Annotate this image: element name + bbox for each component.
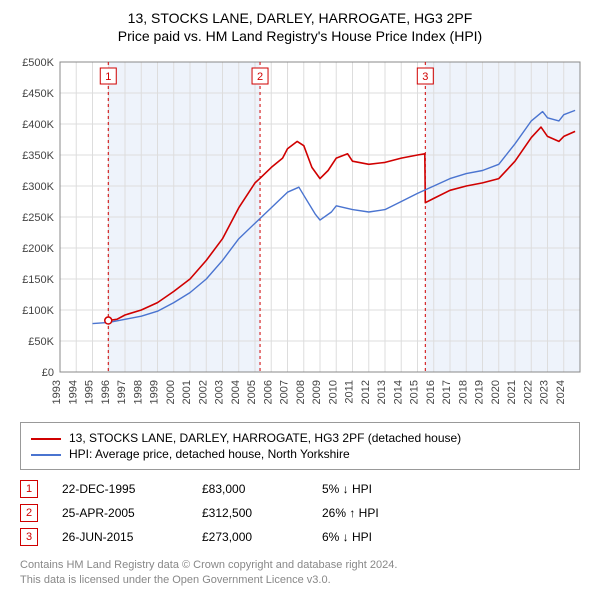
svg-text:1995: 1995 <box>84 380 96 404</box>
event-row: 3 26-JUN-2015 £273,000 6% ↓ HPI <box>20 528 580 546</box>
svg-text:£200K: £200K <box>22 243 54 255</box>
event-date: 22-DEC-1995 <box>62 482 202 496</box>
chart-title-block: 13, STOCKS LANE, DARLEY, HARROGATE, HG3 … <box>10 10 590 44</box>
svg-text:£400K: £400K <box>22 119 54 131</box>
event-date: 25-APR-2005 <box>62 506 202 520</box>
svg-text:2006: 2006 <box>262 380 274 404</box>
svg-text:2001: 2001 <box>181 380 193 404</box>
event-list: 1 22-DEC-1995 £83,000 5% ↓ HPI 2 25-APR-… <box>20 480 580 546</box>
legend-label: HPI: Average price, detached house, Nort… <box>69 447 350 461</box>
svg-text:2022: 2022 <box>522 380 534 404</box>
svg-text:2024: 2024 <box>555 380 567 404</box>
svg-text:2008: 2008 <box>295 380 307 404</box>
legend-label: 13, STOCKS LANE, DARLEY, HARROGATE, HG3 … <box>69 431 461 445</box>
event-price: £312,500 <box>202 506 322 520</box>
svg-text:1999: 1999 <box>149 380 161 404</box>
svg-text:2021: 2021 <box>506 380 518 404</box>
legend-item: 13, STOCKS LANE, DARLEY, HARROGATE, HG3 … <box>31 431 569 445</box>
event-price: £83,000 <box>202 482 322 496</box>
event-row: 1 22-DEC-1995 £83,000 5% ↓ HPI <box>20 480 580 498</box>
event-date: 26-JUN-2015 <box>62 530 202 544</box>
svg-text:£350K: £350K <box>22 150 54 162</box>
svg-text:3: 3 <box>422 71 428 83</box>
svg-text:£50K: £50K <box>28 336 54 348</box>
svg-text:2010: 2010 <box>327 380 339 404</box>
svg-text:£150K: £150K <box>22 274 54 286</box>
line-chart: £0 £50K £100K £150K £200K £250K £300K £350K £400… <box>10 52 590 412</box>
svg-text:2023: 2023 <box>539 380 551 404</box>
legend: 13, STOCKS LANE, DARLEY, HARROGATE, HG3 … <box>20 422 580 470</box>
svg-text:2009: 2009 <box>311 380 323 404</box>
svg-text:2: 2 <box>257 71 263 83</box>
svg-text:2017: 2017 <box>441 380 453 404</box>
svg-text:2002: 2002 <box>197 380 209 404</box>
svg-text:£100K: £100K <box>22 305 54 317</box>
svg-text:2013: 2013 <box>376 380 388 404</box>
svg-text:2003: 2003 <box>214 380 226 404</box>
legend-swatch <box>31 438 61 440</box>
event-row: 2 25-APR-2005 £312,500 26% ↑ HPI <box>20 504 580 522</box>
attribution-footer: Contains HM Land Registry data © Crown c… <box>20 558 580 588</box>
svg-text:2005: 2005 <box>246 380 258 404</box>
svg-text:£250K: £250K <box>22 212 54 224</box>
legend-swatch <box>31 454 61 456</box>
legend-item: HPI: Average price, detached house, Nort… <box>31 447 569 461</box>
svg-text:2018: 2018 <box>457 380 469 404</box>
svg-text:£0: £0 <box>42 367 54 379</box>
svg-text:2004: 2004 <box>230 380 242 404</box>
svg-text:2016: 2016 <box>425 380 437 404</box>
svg-text:2015: 2015 <box>409 380 421 404</box>
svg-text:1: 1 <box>105 71 111 83</box>
svg-text:1996: 1996 <box>100 380 112 404</box>
event-delta: 5% ↓ HPI <box>322 482 442 496</box>
event-badge: 3 <box>20 528 38 546</box>
svg-text:1993: 1993 <box>51 380 63 404</box>
svg-text:2020: 2020 <box>490 380 502 404</box>
svg-text:2019: 2019 <box>474 380 486 404</box>
event-price: £273,000 <box>202 530 322 544</box>
footer-line1: Contains HM Land Registry data © Crown c… <box>20 558 580 573</box>
svg-text:1994: 1994 <box>67 380 79 404</box>
svg-text:2012: 2012 <box>360 380 372 404</box>
title-line1: 13, STOCKS LANE, DARLEY, HARROGATE, HG3 … <box>10 10 590 26</box>
chart-area: £0 £50K £100K £150K £200K £250K £300K £350K £400… <box>10 52 590 412</box>
event-delta: 26% ↑ HPI <box>322 506 442 520</box>
svg-text:£300K: £300K <box>22 181 54 193</box>
event-delta: 6% ↓ HPI <box>322 530 442 544</box>
svg-text:2000: 2000 <box>165 380 177 404</box>
title-line2: Price paid vs. HM Land Registry's House … <box>10 28 590 44</box>
svg-text:1997: 1997 <box>116 380 128 404</box>
svg-text:£500K: £500K <box>22 57 54 69</box>
svg-text:2014: 2014 <box>392 380 404 404</box>
svg-text:1998: 1998 <box>132 380 144 404</box>
svg-text:2007: 2007 <box>279 380 291 404</box>
footer-line2: This data is licensed under the Open Gov… <box>20 573 580 588</box>
svg-text:£450K: £450K <box>22 88 54 100</box>
event-badge: 1 <box>20 480 38 498</box>
event-badge: 2 <box>20 504 38 522</box>
svg-text:2011: 2011 <box>344 380 356 404</box>
